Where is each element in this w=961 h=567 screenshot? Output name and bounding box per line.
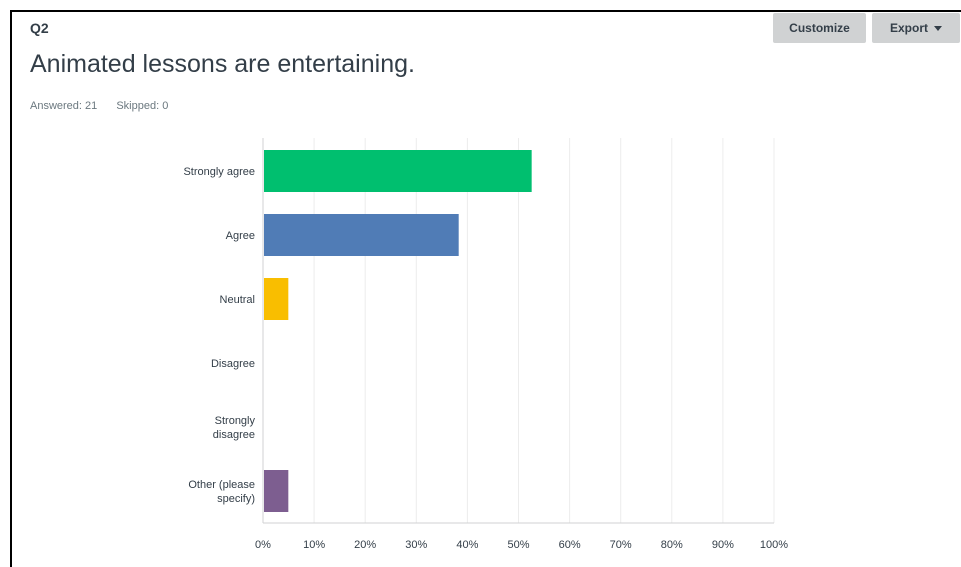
customize-label: Customize xyxy=(789,21,850,35)
answered-count: Answered: 21 xyxy=(30,100,98,112)
category-label: specify) xyxy=(217,493,255,505)
x-tick-label: 100% xyxy=(760,539,788,551)
customize-button[interactable]: Customize xyxy=(773,13,866,43)
category-label: disagree xyxy=(213,429,255,441)
panel-frame xyxy=(10,10,961,567)
x-tick-label: 90% xyxy=(712,539,734,551)
bar xyxy=(264,150,532,192)
export-label: Export xyxy=(889,21,928,35)
x-tick-label: 20% xyxy=(354,539,376,551)
skipped-count: Skipped: 0 xyxy=(116,100,169,112)
x-tick-label: 70% xyxy=(610,539,632,551)
category-label: Agree xyxy=(226,230,255,242)
response-stats: Answered: 21 Skipped: 0 xyxy=(30,100,184,112)
x-tick-label: 10% xyxy=(303,539,325,551)
bar xyxy=(264,214,459,256)
question-title: Animated lessons are entertaining. xyxy=(30,50,415,78)
bar xyxy=(264,278,289,320)
category-label: Neutral xyxy=(220,294,255,306)
category-label: Strongly agree xyxy=(183,166,255,178)
x-tick-label: 50% xyxy=(507,539,529,551)
x-tick-label: 40% xyxy=(456,539,478,551)
export-button[interactable]: Export xyxy=(872,13,960,43)
x-tick-label: 80% xyxy=(661,539,683,551)
x-tick-label: 30% xyxy=(405,539,427,551)
category-label: Disagree xyxy=(211,358,255,370)
caret-down-icon xyxy=(934,25,942,31)
x-tick-label: 60% xyxy=(559,539,581,551)
bar xyxy=(264,470,289,512)
category-label: Strongly xyxy=(215,415,256,427)
question-number: Q2 xyxy=(30,20,49,36)
x-tick-label: 0% xyxy=(255,539,271,551)
category-label: Other (please xyxy=(188,479,255,491)
